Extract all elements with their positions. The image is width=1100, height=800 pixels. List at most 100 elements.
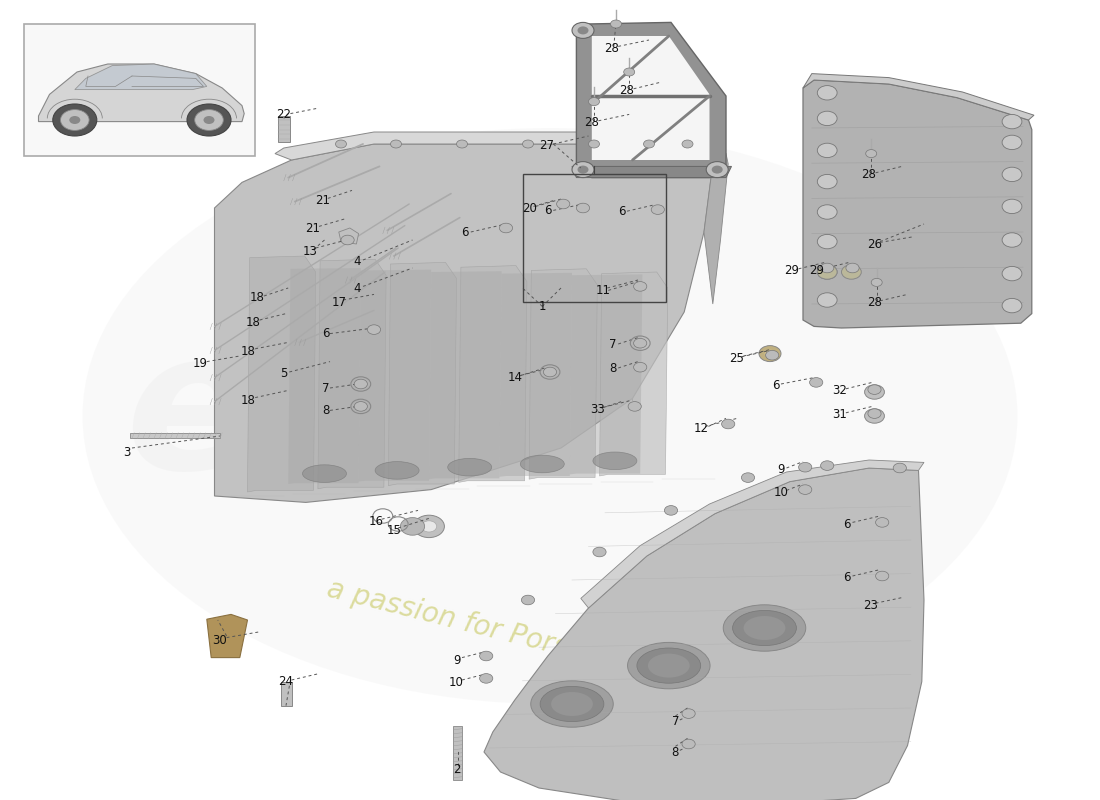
Ellipse shape [302, 465, 346, 482]
Circle shape [421, 521, 437, 532]
Polygon shape [576, 22, 726, 178]
Text: 23: 23 [862, 599, 878, 612]
Ellipse shape [520, 455, 564, 473]
Ellipse shape [744, 616, 785, 640]
Text: 12: 12 [693, 422, 708, 434]
Polygon shape [339, 228, 359, 244]
Circle shape [576, 203, 590, 213]
Text: 22: 22 [276, 108, 292, 121]
Bar [453, 726, 462, 780]
Polygon shape [288, 268, 361, 484]
Text: 8: 8 [322, 404, 329, 417]
Circle shape [499, 223, 513, 233]
Text: 3: 3 [123, 446, 130, 458]
Circle shape [741, 473, 755, 482]
Text: 28: 28 [604, 42, 619, 54]
Circle shape [842, 265, 861, 279]
Circle shape [341, 235, 354, 245]
Polygon shape [388, 262, 456, 486]
Circle shape [1002, 266, 1022, 281]
Circle shape [817, 111, 837, 126]
Polygon shape [572, 166, 732, 178]
Circle shape [893, 463, 906, 473]
Circle shape [644, 140, 654, 148]
Polygon shape [214, 144, 713, 502]
Circle shape [456, 140, 468, 148]
Polygon shape [207, 614, 248, 658]
Circle shape [1002, 199, 1022, 214]
Circle shape [846, 263, 859, 273]
Text: 31: 31 [832, 408, 847, 421]
Ellipse shape [733, 610, 796, 646]
Text: 13: 13 [302, 245, 318, 258]
Polygon shape [704, 154, 728, 304]
Circle shape [187, 104, 231, 136]
Circle shape [634, 362, 647, 372]
Text: 6: 6 [844, 518, 850, 530]
Circle shape [572, 162, 594, 178]
Text: 2: 2 [453, 763, 460, 776]
Text: a passion for Porsche since 1985: a passion for Porsche since 1985 [324, 575, 776, 713]
Circle shape [682, 709, 695, 718]
Circle shape [634, 338, 647, 348]
Circle shape [414, 515, 444, 538]
Text: 29: 29 [784, 264, 800, 277]
Circle shape [799, 485, 812, 494]
Circle shape [1002, 233, 1022, 247]
Circle shape [817, 205, 837, 219]
Circle shape [810, 378, 823, 387]
Text: 20: 20 [521, 202, 537, 214]
Circle shape [766, 350, 779, 360]
Polygon shape [529, 269, 597, 479]
Text: 5: 5 [280, 367, 287, 380]
Circle shape [722, 419, 735, 429]
Polygon shape [803, 74, 1034, 120]
Circle shape [204, 116, 214, 124]
Text: 17: 17 [331, 296, 346, 309]
Circle shape [354, 379, 367, 389]
Circle shape [876, 518, 889, 527]
Polygon shape [39, 64, 244, 122]
Circle shape [336, 140, 346, 148]
Circle shape [817, 265, 837, 279]
Polygon shape [484, 468, 924, 800]
Polygon shape [459, 266, 527, 482]
Ellipse shape [724, 605, 805, 651]
Circle shape [624, 68, 635, 76]
Circle shape [712, 166, 723, 174]
Text: 32: 32 [832, 384, 847, 397]
Circle shape [610, 20, 621, 28]
Polygon shape [318, 259, 386, 489]
Circle shape [390, 140, 402, 148]
Ellipse shape [627, 642, 711, 689]
Text: 28: 28 [861, 168, 877, 181]
Polygon shape [429, 271, 502, 479]
Text: 6: 6 [322, 327, 329, 340]
Text: 33: 33 [590, 403, 605, 416]
Circle shape [354, 402, 367, 411]
Ellipse shape [637, 648, 701, 683]
Circle shape [651, 205, 664, 214]
Text: eu: eu [125, 322, 392, 510]
Circle shape [799, 462, 812, 472]
Circle shape [876, 571, 889, 581]
Text: 19: 19 [192, 358, 208, 370]
Circle shape [682, 140, 693, 148]
Circle shape [821, 263, 834, 273]
Circle shape [759, 346, 781, 362]
Circle shape [871, 278, 882, 286]
Circle shape [634, 282, 647, 291]
Circle shape [706, 162, 728, 178]
Circle shape [588, 98, 600, 106]
Text: 8: 8 [672, 746, 679, 758]
Ellipse shape [540, 686, 604, 722]
Ellipse shape [448, 458, 492, 476]
Text: 27: 27 [539, 139, 554, 152]
Polygon shape [278, 116, 290, 142]
Circle shape [400, 518, 425, 535]
Bar [130, 433, 220, 438]
Polygon shape [803, 80, 1032, 328]
Circle shape [817, 293, 837, 307]
Circle shape [543, 367, 557, 377]
Text: 21: 21 [315, 194, 330, 206]
